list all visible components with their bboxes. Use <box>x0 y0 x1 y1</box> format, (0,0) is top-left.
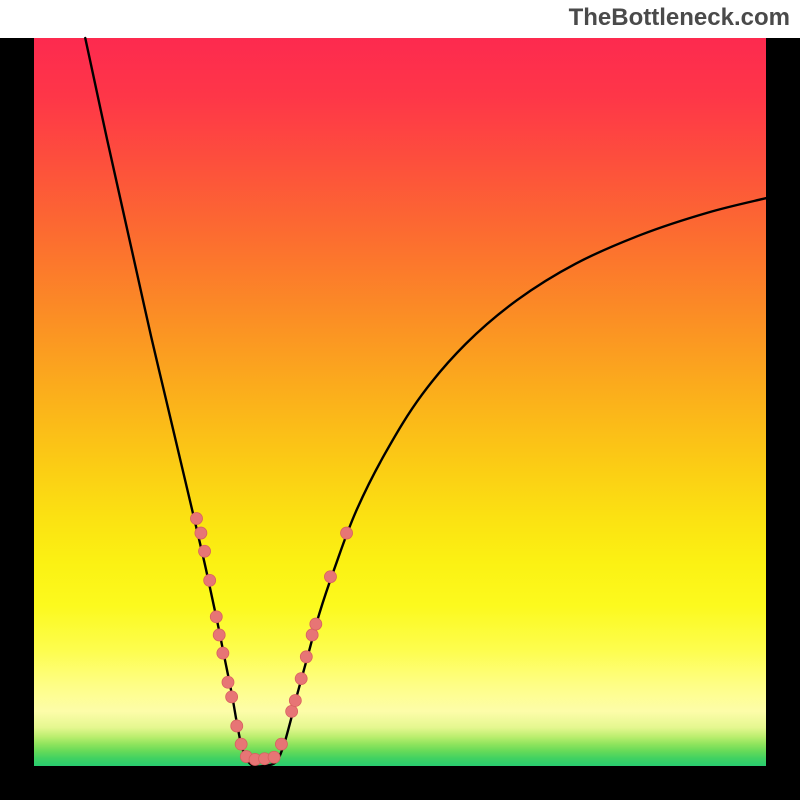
scatter-point <box>226 691 238 703</box>
chart-svg <box>0 0 800 800</box>
scatter-point <box>310 618 322 630</box>
scatter-point <box>306 629 318 641</box>
bottleneck-curve-left <box>85 38 264 767</box>
scatter-point <box>199 545 211 557</box>
scatter-point <box>213 629 225 641</box>
scatter-point <box>289 694 301 706</box>
scatter-point <box>217 647 229 659</box>
watermark-text: TheBottleneck.com <box>569 4 790 32</box>
scatter-point <box>231 720 243 732</box>
scatter-point <box>286 705 298 717</box>
scatter-point <box>300 651 312 663</box>
scatter-point <box>191 512 203 524</box>
scatter-point <box>210 611 222 623</box>
chart-container: TheBottleneck.com <box>0 0 800 800</box>
scatter-point <box>295 673 307 685</box>
scatter-point <box>275 738 287 750</box>
scatter-group <box>191 512 353 765</box>
scatter-point <box>235 738 247 750</box>
scatter-point <box>204 574 216 586</box>
scatter-point <box>324 571 336 583</box>
scatter-point <box>222 676 234 688</box>
scatter-point <box>195 527 207 539</box>
scatter-point <box>268 751 280 763</box>
bottleneck-curve-right <box>265 198 766 766</box>
scatter-point <box>341 527 353 539</box>
